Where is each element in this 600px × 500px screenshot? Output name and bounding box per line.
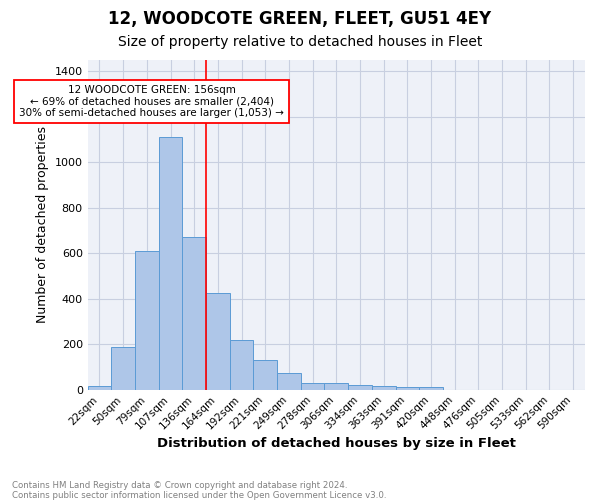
- Y-axis label: Number of detached properties: Number of detached properties: [36, 126, 49, 324]
- Bar: [372, 386, 395, 390]
- Bar: [325, 384, 348, 390]
- Bar: [230, 340, 253, 390]
- Bar: [159, 138, 182, 390]
- Bar: [301, 383, 325, 390]
- Bar: [88, 386, 112, 390]
- Bar: [277, 372, 301, 390]
- Bar: [419, 388, 443, 390]
- Bar: [135, 251, 159, 390]
- Bar: [206, 293, 230, 390]
- Text: 12 WOODCOTE GREEN: 156sqm
← 69% of detached houses are smaller (2,404)
30% of se: 12 WOODCOTE GREEN: 156sqm ← 69% of detac…: [19, 85, 284, 118]
- Bar: [253, 360, 277, 390]
- Bar: [182, 238, 206, 390]
- Text: 12, WOODCOTE GREEN, FLEET, GU51 4EY: 12, WOODCOTE GREEN, FLEET, GU51 4EY: [109, 10, 491, 28]
- Bar: [348, 385, 372, 390]
- Text: Contains public sector information licensed under the Open Government Licence v3: Contains public sector information licen…: [12, 490, 386, 500]
- Text: Size of property relative to detached houses in Fleet: Size of property relative to detached ho…: [118, 35, 482, 49]
- Bar: [112, 346, 135, 390]
- X-axis label: Distribution of detached houses by size in Fleet: Distribution of detached houses by size …: [157, 437, 516, 450]
- Text: Contains HM Land Registry data © Crown copyright and database right 2024.: Contains HM Land Registry data © Crown c…: [12, 480, 347, 490]
- Bar: [395, 387, 419, 390]
